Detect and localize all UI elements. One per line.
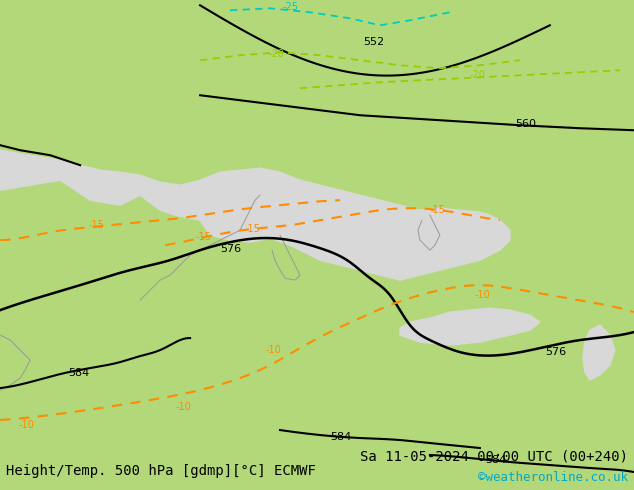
Text: ©weatheronline.co.uk: ©weatheronline.co.uk	[477, 471, 628, 484]
Text: -15: -15	[88, 220, 104, 230]
Polygon shape	[400, 308, 540, 345]
Text: 576: 576	[220, 244, 241, 254]
Text: -15: -15	[244, 224, 260, 234]
Text: 576: 576	[545, 347, 566, 357]
Text: 584: 584	[330, 432, 351, 442]
Text: Sa 11-05-2024 00:00 UTC (00+240): Sa 11-05-2024 00:00 UTC (00+240)	[359, 449, 628, 463]
Text: -25: -25	[282, 2, 298, 12]
Polygon shape	[0, 150, 510, 280]
Polygon shape	[583, 325, 615, 380]
Text: -10: -10	[265, 345, 281, 355]
Text: 584: 584	[68, 368, 89, 378]
Text: -15: -15	[195, 232, 211, 242]
Text: -10: -10	[18, 420, 34, 430]
Text: -15: -15	[430, 205, 446, 215]
Text: -10: -10	[175, 402, 191, 412]
Text: -20: -20	[470, 70, 486, 80]
Text: 584: 584	[485, 455, 506, 465]
Text: Height/Temp. 500 hPa [gdmp][°C] ECMWF: Height/Temp. 500 hPa [gdmp][°C] ECMWF	[6, 464, 316, 478]
Text: 560: 560	[515, 119, 536, 129]
Text: -10: -10	[475, 290, 491, 300]
Text: 552: 552	[363, 37, 384, 47]
Text: -20: -20	[268, 49, 284, 59]
